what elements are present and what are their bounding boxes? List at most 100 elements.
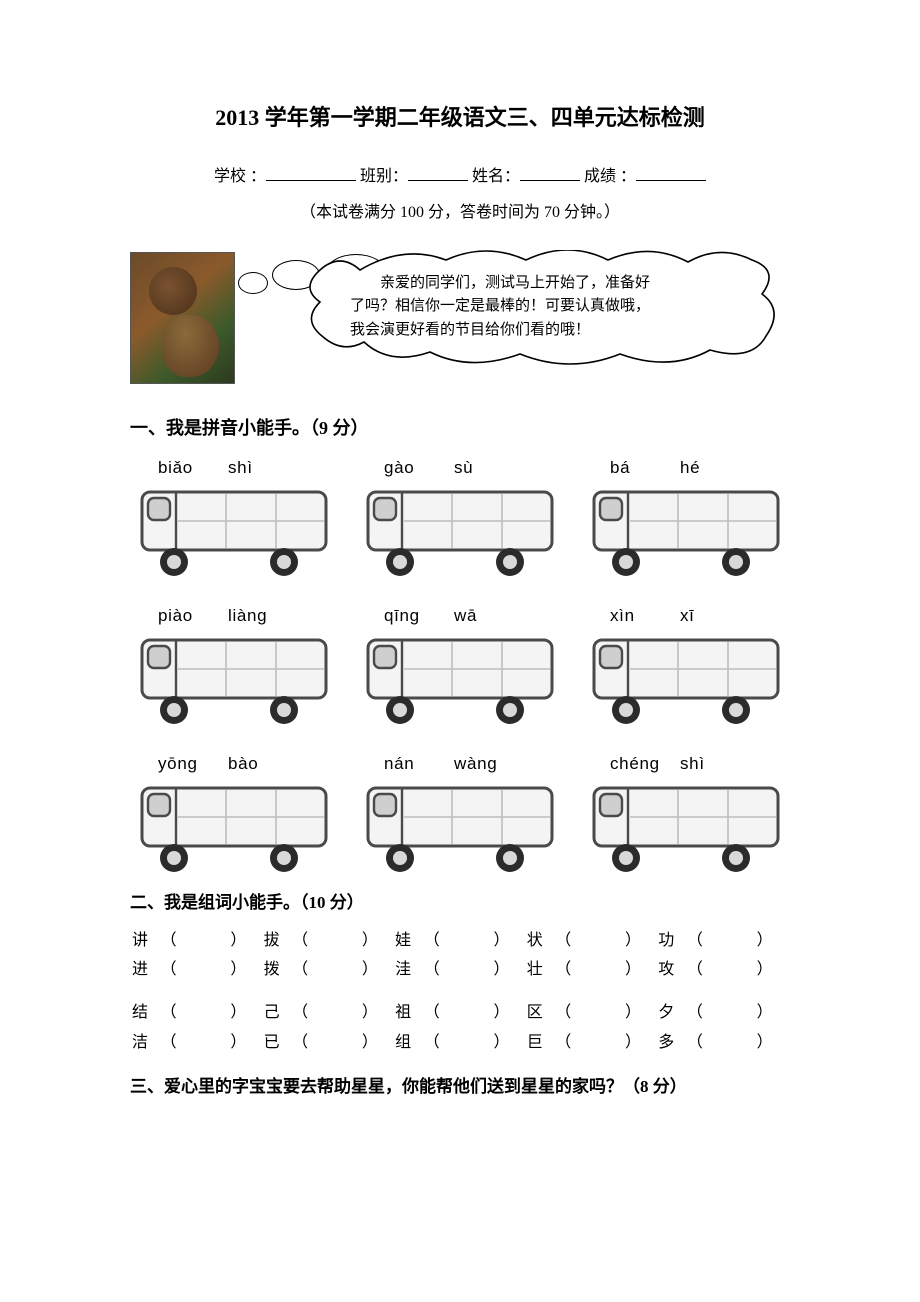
char-label: 己 xyxy=(264,999,291,1026)
paren-close: ） xyxy=(362,1029,393,1056)
paren-open: （ xyxy=(687,999,709,1026)
bus-cell: chénɡshì xyxy=(590,754,782,874)
score-label: 成绩 ： xyxy=(584,168,636,185)
paren-open: （ xyxy=(555,1029,577,1056)
paren-open: （ xyxy=(292,956,314,983)
bus-row: biǎoshì ɡàosù báhé xyxy=(130,458,790,578)
word-blank[interactable] xyxy=(579,1029,623,1056)
speech-line-2: 了吗？相信你一定是最棒的！可要认真做哦， xyxy=(350,298,650,314)
bus-writing-box[interactable] xyxy=(590,486,782,578)
paren-close: ） xyxy=(625,999,656,1026)
word-pair-row: 讲（ ）拔（ ）娃（ ）状（ ）功（ ） xyxy=(132,927,788,954)
char-label: 结 xyxy=(132,999,159,1026)
char-label: 进 xyxy=(132,956,159,983)
paren-open: （ xyxy=(292,927,314,954)
paren-open: （ xyxy=(424,999,446,1026)
char-label: 巨 xyxy=(527,1029,554,1056)
word-pairs-block: 讲（ ）拔（ ）娃（ ）状（ ）功（ ）进（ ）拨（ ）洼（ ）壮（ ）攻（ ）… xyxy=(130,925,790,1058)
word-blank[interactable] xyxy=(448,927,492,954)
bubble-small-1 xyxy=(238,272,268,294)
word-blank[interactable] xyxy=(579,927,623,954)
word-blank[interactable] xyxy=(185,956,229,983)
char-label: 娃 xyxy=(395,927,422,954)
word-blank[interactable] xyxy=(711,956,755,983)
section-1-heading: 一、我是拼音小能手。（9 分） xyxy=(130,414,790,440)
bus-writing-box[interactable] xyxy=(138,634,330,726)
word-blank[interactable] xyxy=(579,956,623,983)
word-blank[interactable] xyxy=(316,999,360,1026)
section-3-heading: 三、爱心里的字宝宝要去帮助星星，你能帮他们送到星星的家吗？（8 分） xyxy=(130,1072,790,1097)
char-label: 拔 xyxy=(264,927,291,954)
bear-mascot-image xyxy=(130,252,235,384)
word-blank[interactable] xyxy=(711,1029,755,1056)
char-label: 攻 xyxy=(658,956,685,983)
pinyin-label: xìnxī xyxy=(590,606,782,628)
char-label: 讲 xyxy=(132,927,159,954)
pinyin-label: ɡàosù xyxy=(364,458,556,480)
pinyin-label: piàoliànɡ xyxy=(138,606,330,628)
word-blank[interactable] xyxy=(711,999,755,1026)
pinyin-label: chénɡshì xyxy=(590,754,782,776)
paren-close: ） xyxy=(757,999,788,1026)
bus-cell: nánwànɡ xyxy=(364,754,556,874)
school-blank[interactable] xyxy=(266,165,356,181)
class-blank[interactable] xyxy=(408,165,468,181)
paren-close: ） xyxy=(757,956,788,983)
word-blank[interactable] xyxy=(185,1029,229,1056)
score-blank[interactable] xyxy=(636,165,706,181)
paren-open: （ xyxy=(687,927,709,954)
bus-writing-box[interactable] xyxy=(138,782,330,874)
word-blank[interactable] xyxy=(185,999,229,1026)
paren-close: ） xyxy=(493,956,524,983)
bus-writing-box[interactable] xyxy=(364,486,556,578)
name-blank[interactable] xyxy=(520,165,580,181)
char-label: 壮 xyxy=(527,956,554,983)
pinyin-label: qīnɡwā xyxy=(364,606,556,628)
paren-open: （ xyxy=(424,956,446,983)
word-pairs-group-1: 讲（ ）拔（ ）娃（ ）状（ ）功（ ）进（ ）拨（ ）洼（ ）壮（ ）攻（ ） xyxy=(130,925,790,985)
speech-line-1: 亲爱的同学们，测试马上开始了，准备好 xyxy=(350,275,650,291)
char-label: 区 xyxy=(527,999,554,1026)
paren-open: （ xyxy=(424,927,446,954)
char-label: 洼 xyxy=(395,956,422,983)
paren-open: （ xyxy=(687,956,709,983)
word-blank[interactable] xyxy=(316,956,360,983)
paren-close: ） xyxy=(362,956,393,983)
paren-open: （ xyxy=(687,1029,709,1056)
paren-close: ） xyxy=(230,956,261,983)
word-blank[interactable] xyxy=(316,1029,360,1056)
bus-cell: piàoliànɡ xyxy=(138,606,330,726)
bus-writing-box[interactable] xyxy=(364,634,556,726)
paren-open: （ xyxy=(292,1029,314,1056)
paren-close: ） xyxy=(757,927,788,954)
paren-close: ） xyxy=(493,999,524,1026)
word-blank[interactable] xyxy=(448,999,492,1026)
char-label: 洁 xyxy=(132,1029,159,1056)
bus-writing-box[interactable] xyxy=(590,782,782,874)
paren-close: ） xyxy=(625,1029,656,1056)
class-label: 班别： xyxy=(360,168,408,185)
speech-text: 亲爱的同学们，测试马上开始了，准备好 了吗？相信你一定是最棒的！可要认真做哦， … xyxy=(350,272,740,342)
bus-writing-box[interactable] xyxy=(138,486,330,578)
paren-open: （ xyxy=(292,999,314,1026)
word-blank[interactable] xyxy=(448,956,492,983)
word-blank[interactable] xyxy=(711,927,755,954)
word-blank[interactable] xyxy=(316,927,360,954)
paren-close: ） xyxy=(625,956,656,983)
paren-close: ） xyxy=(230,927,261,954)
char-label: 祖 xyxy=(395,999,422,1026)
word-blank[interactable] xyxy=(185,927,229,954)
word-pair-row: 结（ ）己（ ）祖（ ）区（ ）夕（ ） xyxy=(132,999,788,1026)
word-blank[interactable] xyxy=(448,1029,492,1056)
bus-writing-box[interactable] xyxy=(364,782,556,874)
word-blank[interactable] xyxy=(579,999,623,1026)
bus-writing-box[interactable] xyxy=(590,634,782,726)
student-info-line: 学校 ： 班别： 姓名： 成绩 ： xyxy=(130,162,790,186)
bus-cell: yōnɡbào xyxy=(138,754,330,874)
char-label: 组 xyxy=(395,1029,422,1056)
bus-cell: xìnxī xyxy=(590,606,782,726)
bus-row: yōnɡbào nánwànɡ chénɡshì xyxy=(130,754,790,874)
school-label: 学校 ： xyxy=(214,168,266,185)
exam-note: （本试卷满分 100 分，答卷时间为 70 分钟。） xyxy=(130,198,790,222)
paren-close: ） xyxy=(230,1029,261,1056)
